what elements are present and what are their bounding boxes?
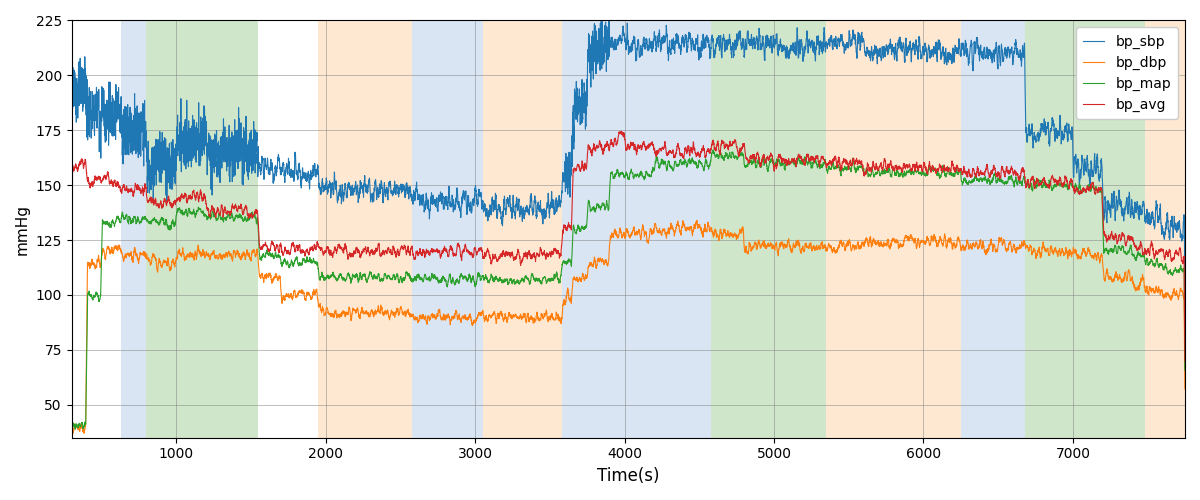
Line: bp_sbp: bp_sbp — [72, 18, 1184, 330]
bp_avg — [126, 191, 140, 197]
Bar — [146, 20, 258, 438]
bp_avg — [844, 162, 858, 168]
bp_map — [173, 209, 187, 215]
bp_sbp — [1177, 327, 1192, 333]
bp_avg — [173, 196, 187, 202]
bp_sbp — [65, 306, 79, 312]
bp_avg — [499, 251, 514, 257]
Bar — [827, 20, 961, 438]
Bar — [562, 20, 712, 438]
bp_map — [126, 216, 140, 222]
bp_dbp — [499, 316, 514, 322]
bp_dbp — [126, 250, 140, 256]
bp_dbp — [65, 470, 79, 476]
Bar — [413, 20, 482, 438]
Line: bp_map: bp_map — [72, 150, 1184, 472]
bp_map — [65, 468, 79, 474]
Line: bp_dbp: bp_dbp — [72, 220, 1184, 472]
Legend: bp_sbp, bp_dbp, bp_map, bp_avg: bp_sbp, bp_dbp, bp_map, bp_avg — [1076, 28, 1178, 118]
bp_map — [499, 276, 514, 282]
bp_avg — [614, 128, 629, 134]
bp_avg — [65, 338, 79, 344]
Bar — [1025, 20, 1145, 438]
bp_map — [236, 218, 251, 224]
Y-axis label: mmHg: mmHg — [16, 204, 30, 254]
bp_dbp — [236, 250, 251, 256]
bp_sbp — [252, 160, 266, 166]
bp_sbp — [173, 136, 187, 142]
bp_sbp — [602, 15, 617, 21]
bp_avg — [1177, 358, 1192, 364]
bp_map — [844, 166, 858, 172]
bp_dbp — [173, 252, 187, 258]
bp_map — [1177, 368, 1192, 374]
bp_dbp — [690, 218, 704, 224]
bp_map — [706, 147, 720, 153]
bp_dbp — [1177, 386, 1192, 392]
bp_avg — [252, 242, 266, 248]
bp_dbp — [844, 247, 858, 253]
X-axis label: Time(s): Time(s) — [598, 467, 660, 485]
Bar — [961, 20, 1025, 438]
bp_dbp — [252, 274, 266, 280]
bp_avg — [236, 209, 251, 215]
bp_sbp — [126, 148, 140, 154]
Bar — [1145, 20, 1184, 438]
bp_sbp — [499, 204, 514, 210]
Bar — [482, 20, 562, 438]
bp_sbp — [236, 143, 251, 149]
bp_map — [252, 253, 266, 259]
Bar — [712, 20, 827, 438]
Bar — [121, 20, 146, 438]
Line: bp_avg: bp_avg — [72, 131, 1184, 361]
bp_sbp — [844, 37, 858, 43]
Bar — [318, 20, 413, 438]
